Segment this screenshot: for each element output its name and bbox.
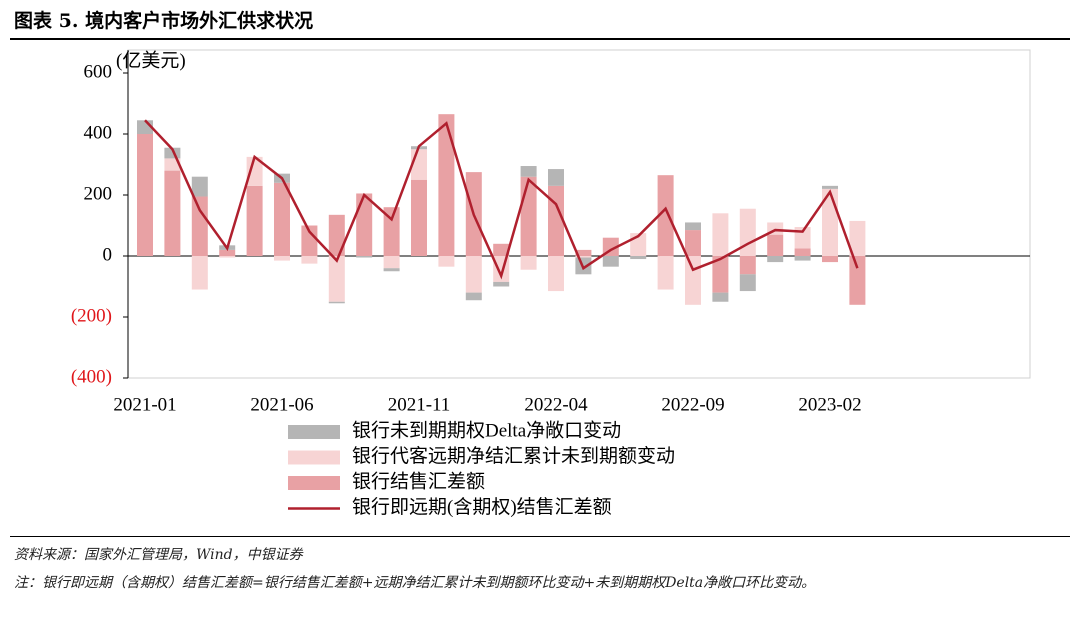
bar-segment [438,256,455,267]
bar-segment [328,256,345,302]
bar-segment [602,256,619,267]
bar-segment [191,256,208,290]
bar-segment [164,158,181,171]
legend-swatch [288,425,340,439]
bar-segment [685,256,701,305]
chart: (亿美元) (400) (200) 0 200 400 600 2021-01 2021-06… [71,49,1031,518]
bar-segment [548,169,564,186]
y-tick-label: 200 [84,183,113,204]
bar-segment [301,225,318,256]
rule [10,536,1070,537]
y-tick-label: 600 [84,61,113,82]
x-tick-label: 2021-11 [388,394,451,415]
bar-segment [520,256,537,270]
legend-label: 银行未到期期权Delta净敞口变动 [352,419,621,441]
line-series [144,119,859,280]
bar-segment [575,256,592,258]
x-tick-label: 2021-06 [250,394,313,415]
bar-segment [328,214,345,256]
bar-segment [767,256,784,263]
bar-segment [246,185,263,256]
y-tick-label: 400 [84,122,113,143]
bar-segment [191,196,208,256]
plot-frame [127,49,1031,379]
bar-segment [739,208,756,256]
y-tick-label: (400) [71,366,112,387]
legend-label: 银行代客远期净结汇累计未到期额变动 [352,445,675,467]
bar-segment [767,234,784,256]
source: 资料来源：国家外汇管理局，Wind，中银证券 [14,547,303,563]
x-tick-label: 2021-01 [113,394,176,415]
bar-segment [356,193,373,256]
y-tick-label: (200) [71,305,112,326]
bar-segment [657,175,674,256]
bar-segment [849,256,866,305]
bar-segment [438,114,455,256]
bar-segment [219,256,236,258]
bar-segment [383,256,400,269]
bar-segment [685,222,701,231]
bar-segment [137,134,153,256]
bar-segment [356,256,373,258]
bar-segment [411,179,427,256]
x-tick-label: 2022-09 [661,394,724,415]
x-tick-label: 2022-04 [524,394,588,415]
bar-segment [548,256,564,292]
bar-segment [657,256,674,290]
bar-segment [164,147,181,159]
bar-segment [712,256,729,293]
bar-segment [685,230,701,256]
bar-segment [274,256,290,261]
bar-segment [465,256,482,293]
legend-swatch [288,476,340,490]
y-tick-label: 0 [103,244,113,265]
bar-segment [219,249,236,256]
x-tick-label: 2023-02 [798,394,861,415]
bar-segment [794,248,811,256]
bar-segment [548,185,564,256]
legend-label: 银行即远期(含期权)结售汇差额 [352,496,612,518]
bar-segment [328,301,345,304]
bar-segment [849,220,866,256]
bar-segment [712,213,729,256]
bar-segment [794,256,811,261]
title: 图表 5. 境内客户市场外汇供求状况 [14,10,314,32]
bar-segment [383,268,400,272]
bar-segment [383,207,400,256]
bar-segment [164,170,181,256]
bar-segment [301,256,318,264]
bar-segment [493,281,510,287]
legend-label: 银行结售汇差额 [352,470,485,492]
bar-segment [246,156,263,186]
bar-segment [465,292,482,301]
bar-segment [712,292,729,302]
bar-segment [630,256,647,260]
legend-swatch [288,450,340,465]
bar-segment [822,185,838,189]
bar-segment [520,176,537,256]
bar-segment [493,243,510,256]
note: 注：银行即远期（含期权）结售汇差额=银行结售汇差额+远期净结汇累计未到期额环比变… [14,575,816,591]
bar-segment [520,166,537,177]
bar-segment [575,249,592,256]
bar-segment [739,274,756,292]
rule [10,38,1070,40]
bar-segment [274,182,290,256]
bar-segment [191,176,208,197]
bar-segment [739,256,756,275]
y-axis-label: (亿美元) [116,49,186,71]
bar-segment [822,256,838,263]
